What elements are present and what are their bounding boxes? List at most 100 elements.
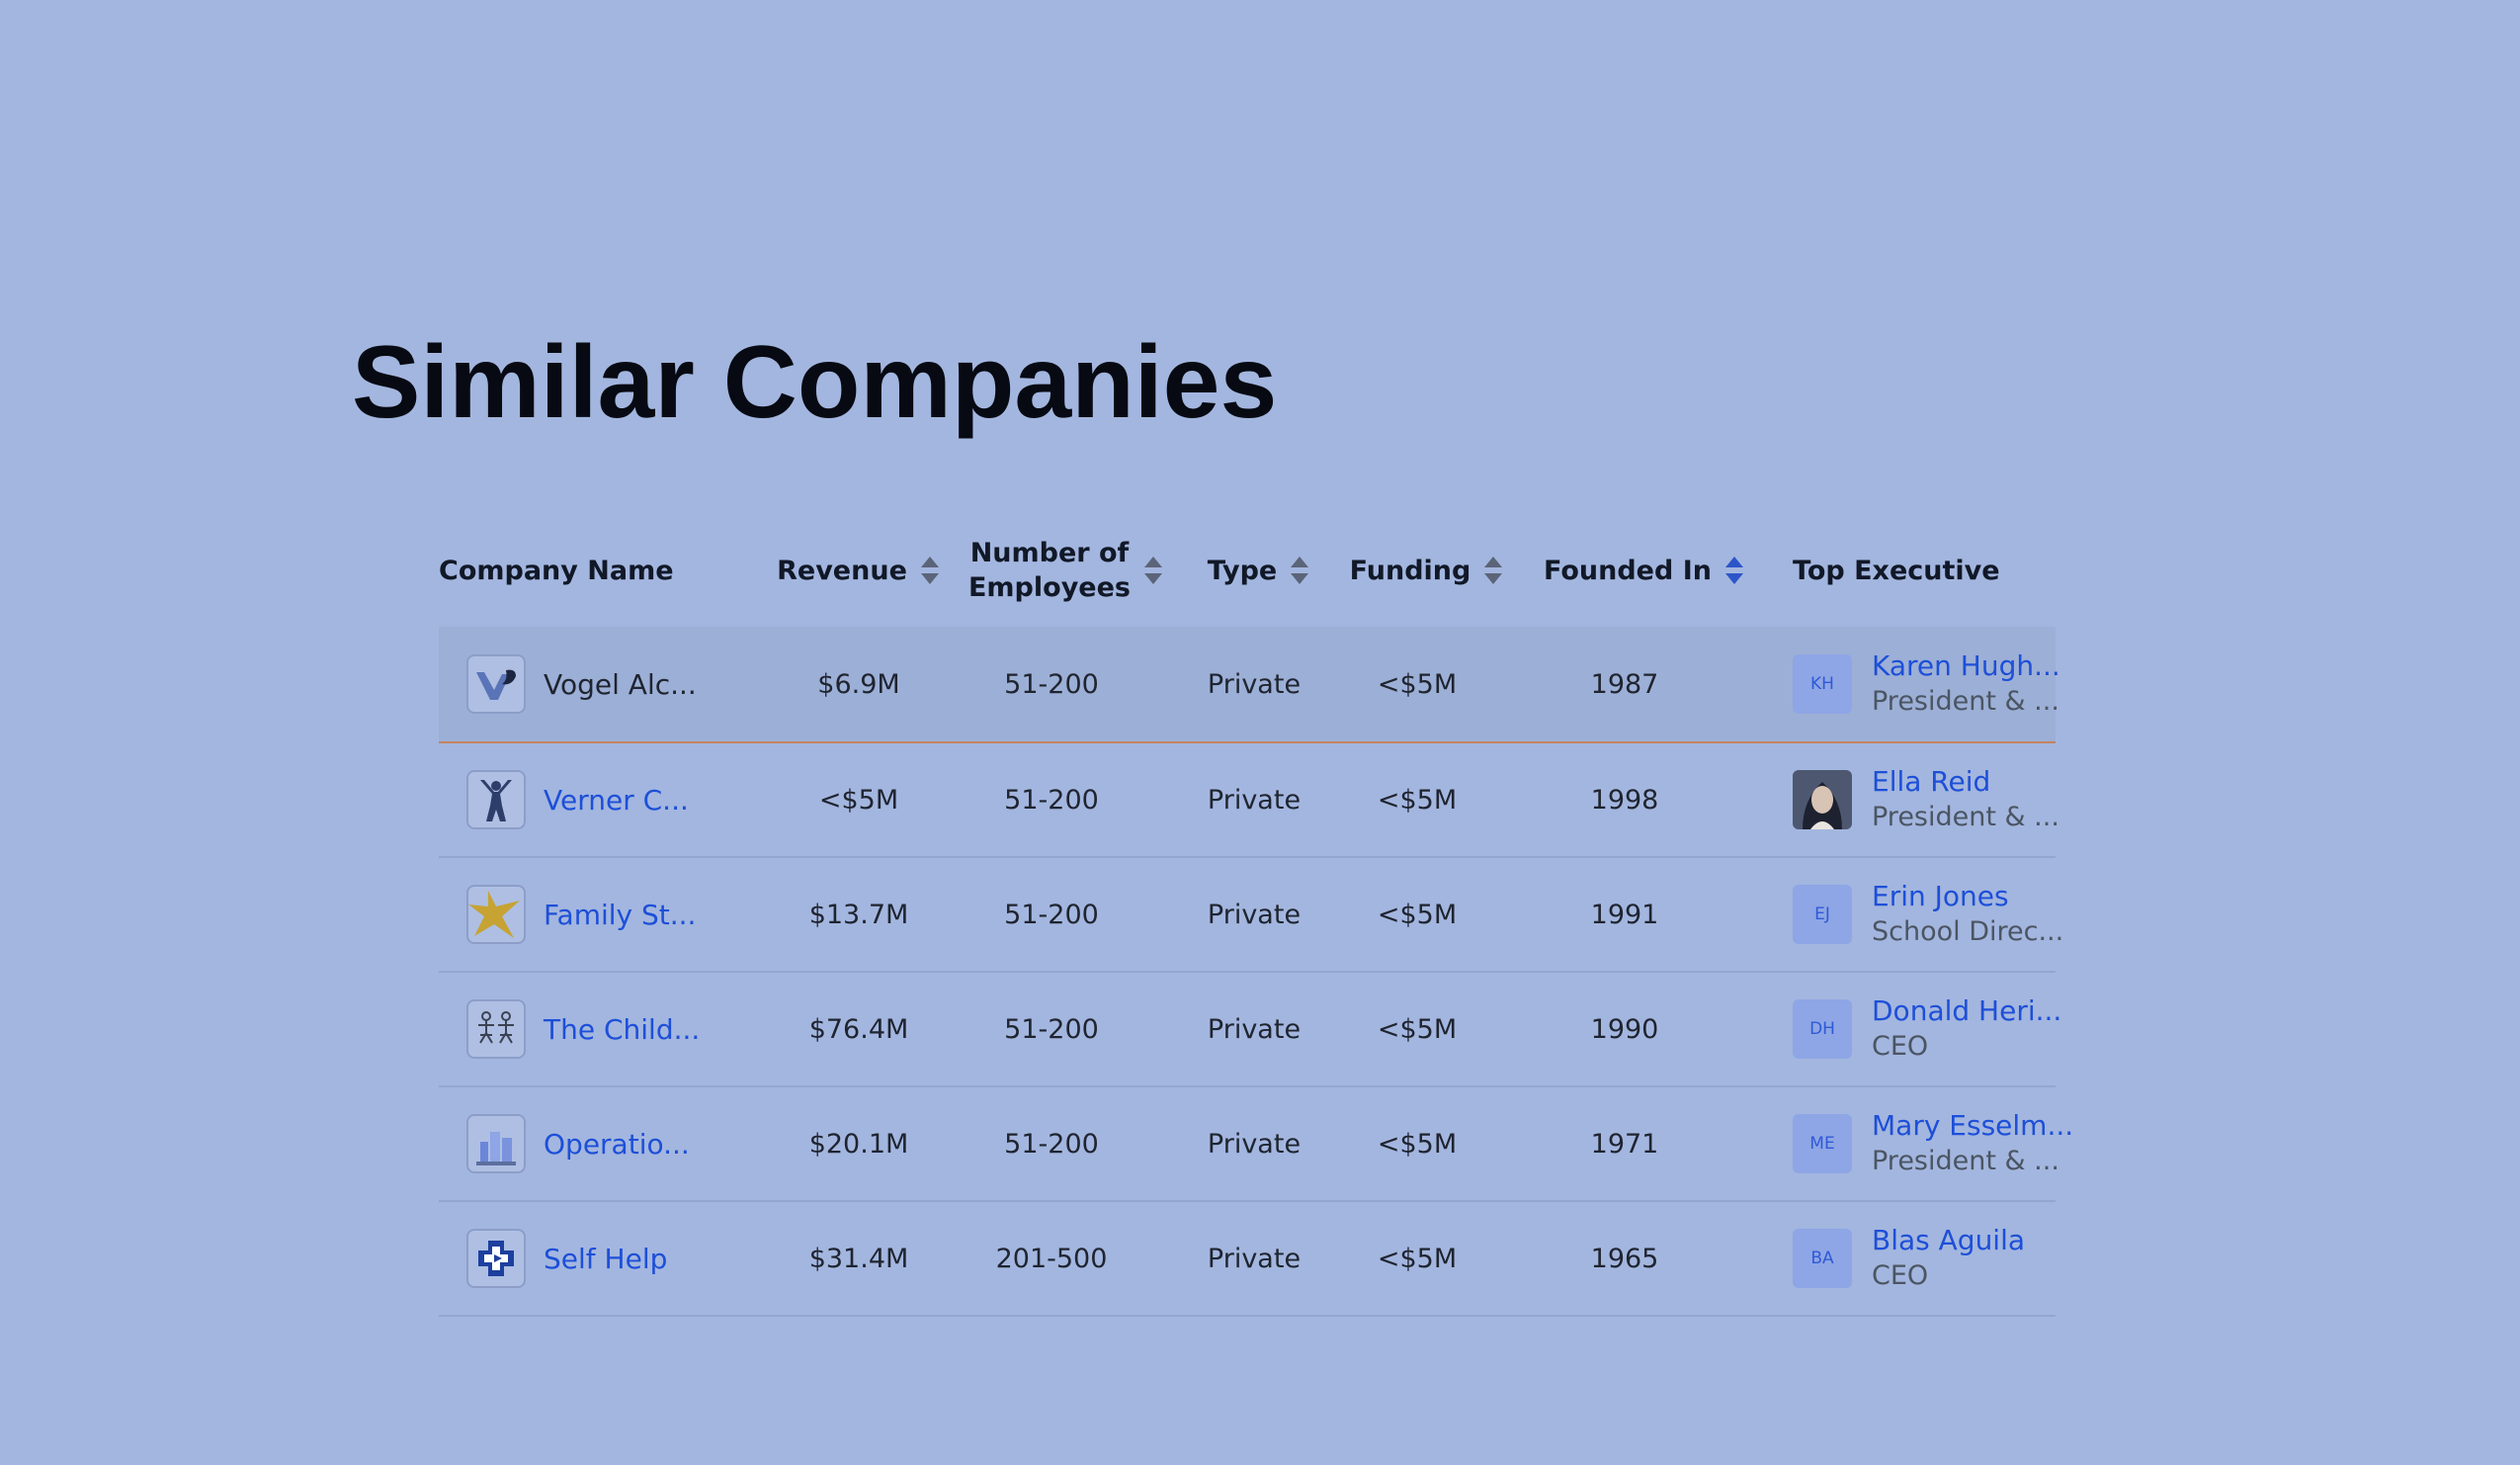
- founded-value: 1991: [1590, 899, 1659, 930]
- company-cell: Self Help: [439, 1202, 735, 1315]
- founded-value: 1990: [1590, 1013, 1659, 1045]
- funding-value: <$5M: [1377, 1243, 1458, 1274]
- column-label-line: Employees: [967, 572, 1131, 603]
- column-label: Number of Employees: [968, 536, 1131, 605]
- sort-icon[interactable]: [1289, 555, 1310, 586]
- revenue-value: <$5M: [818, 784, 899, 816]
- company-name-link[interactable]: Verner C...: [544, 783, 689, 817]
- column-header-top-executive: Top Executive: [1793, 514, 2056, 627]
- column-header-funding[interactable]: Funding: [1328, 514, 1526, 627]
- employees-value: 201-500: [995, 1243, 1108, 1274]
- executive-photo: [1793, 770, 1852, 829]
- table-row[interactable]: Verner C... <$5M 51-200 Private <$5M 1998 Ella…: [439, 743, 2059, 858]
- founded-value: 1987: [1590, 668, 1659, 700]
- sort-icon[interactable]: [919, 555, 941, 586]
- type-value: Private: [1207, 668, 1302, 700]
- table-header: Company Name Revenue Number of Employees…: [439, 514, 2056, 627]
- company-name-link[interactable]: Vogel Alc...: [544, 667, 697, 701]
- executive-avatar: DH: [1793, 999, 1852, 1059]
- type-value: Private: [1207, 784, 1302, 816]
- founded-value: 1998: [1590, 784, 1659, 816]
- table-row[interactable]: Vogel Alc... $6.9M 51-200 Private <$5M 1987 KH…: [439, 627, 2060, 743]
- column-label: Founded In: [1544, 555, 1712, 586]
- revenue-value: $76.4M: [808, 1013, 909, 1045]
- vogel-logo-icon: [466, 654, 526, 714]
- sort-icon[interactable]: [1142, 555, 1164, 586]
- table-body: Vogel Alc... $6.9M 51-200 Private <$5M 1987 KH…: [439, 627, 2073, 1317]
- executive-title: President & ...: [1872, 686, 2059, 717]
- executive-avatar: ME: [1793, 1114, 1852, 1173]
- executive-info: Blas Aguila CEO: [1872, 1202, 2025, 1315]
- children-figures-logo-icon: [466, 999, 526, 1059]
- sort-icon[interactable]: [1482, 555, 1504, 586]
- funding-value: <$5M: [1377, 899, 1458, 930]
- column-header-employees[interactable]: Number of Employees: [953, 514, 1180, 627]
- executive-name-link[interactable]: Karen Hugh...: [1872, 649, 2060, 682]
- executive-name-link[interactable]: Ella Reid: [1872, 765, 1991, 798]
- type-value: Private: [1207, 899, 1302, 930]
- executive-info: Donald Heri... CEO: [1872, 973, 2061, 1085]
- company-name-link[interactable]: Operatio...: [544, 1127, 690, 1161]
- executive-name-link[interactable]: Erin Jones: [1872, 880, 2009, 912]
- funding-value: <$5M: [1377, 784, 1458, 816]
- cross-logo-icon: [466, 1229, 526, 1288]
- page-title: Similar Companies: [352, 325, 1278, 440]
- revenue-value: $20.1M: [808, 1128, 909, 1160]
- column-label: Company Name: [439, 555, 674, 586]
- sort-active-icon[interactable]: [1723, 555, 1745, 586]
- company-cell: Operatio...: [439, 1087, 735, 1200]
- company-name-link[interactable]: Self Help: [544, 1242, 668, 1275]
- company-cell: The Child...: [439, 973, 735, 1085]
- similar-companies-table: Company Name Revenue Number of Employees…: [439, 514, 2073, 1317]
- funding-value: <$5M: [1377, 1128, 1458, 1160]
- executive-info: Karen Hugh... President & ...: [1872, 627, 2060, 741]
- executive-info: Erin Jones School Direc...: [1872, 858, 2063, 971]
- jumping-child-logo-icon: [466, 770, 526, 829]
- column-header-founded-in[interactable]: Founded In: [1526, 514, 1763, 627]
- star-logo-icon: [466, 885, 526, 944]
- column-header-type[interactable]: Type: [1180, 514, 1338, 627]
- executive-avatar: BA: [1793, 1229, 1852, 1288]
- executive-name-link[interactable]: Blas Aguila: [1872, 1224, 2026, 1256]
- executive-info: Ella Reid President & ...: [1872, 743, 2059, 856]
- company-name-link[interactable]: The Child...: [544, 1012, 701, 1046]
- employees-value: 51-200: [1004, 1013, 1099, 1045]
- company-cell: Vogel Alc...: [439, 627, 735, 741]
- building-logo-icon: [466, 1114, 526, 1173]
- column-label: Revenue: [777, 555, 907, 586]
- table-row[interactable]: Self Help $31.4M 201-500 Private <$5M 1965 BA B…: [439, 1202, 2056, 1317]
- executive-title: School Direc...: [1872, 916, 2064, 947]
- founded-value: 1965: [1590, 1243, 1659, 1274]
- column-label: Top Executive: [1793, 555, 2000, 586]
- revenue-value: $31.4M: [808, 1243, 909, 1274]
- executive-title: CEO: [1872, 1260, 1929, 1291]
- type-value: Private: [1207, 1013, 1302, 1045]
- revenue-value: $6.9M: [817, 668, 900, 700]
- executive-title: President & ...: [1872, 802, 2059, 832]
- employees-value: 51-200: [1004, 899, 1099, 930]
- funding-value: <$5M: [1377, 1013, 1458, 1045]
- company-cell: Verner C...: [439, 743, 735, 856]
- revenue-value: $13.7M: [808, 899, 909, 930]
- table-row[interactable]: Family St... $13.7M 51-200 Private <$5M 1991 E…: [439, 858, 2063, 973]
- executive-name-link[interactable]: Mary Esselm...: [1872, 1109, 2074, 1142]
- employees-value: 51-200: [1004, 784, 1099, 816]
- column-label: Type: [1207, 555, 1278, 586]
- column-header-revenue[interactable]: Revenue: [735, 514, 982, 627]
- table-row[interactable]: Operatio... $20.1M 51-200 Private <$5M 1971 ME…: [439, 1087, 2073, 1202]
- employees-value: 51-200: [1004, 668, 1099, 700]
- employees-value: 51-200: [1004, 1128, 1099, 1160]
- type-value: Private: [1207, 1128, 1302, 1160]
- company-cell: Family St...: [439, 858, 735, 971]
- founded-value: 1971: [1590, 1128, 1659, 1160]
- executive-name-link[interactable]: Donald Heri...: [1872, 994, 2062, 1027]
- executive-title: President & ...: [1872, 1146, 2059, 1176]
- table-row[interactable]: The Child... $76.4M 51-200 Private <$5M 1990 D…: [439, 973, 2061, 1087]
- executive-avatar: EJ: [1793, 885, 1852, 944]
- executive-avatar: KH: [1793, 654, 1852, 714]
- company-name-link[interactable]: Family St...: [544, 898, 697, 931]
- executive-title: CEO: [1872, 1031, 1929, 1062]
- executive-info: Mary Esselm... President & ...: [1872, 1087, 2073, 1200]
- column-label-line: Number of: [969, 538, 1130, 568]
- column-header-company-name: Company Name: [439, 514, 735, 627]
